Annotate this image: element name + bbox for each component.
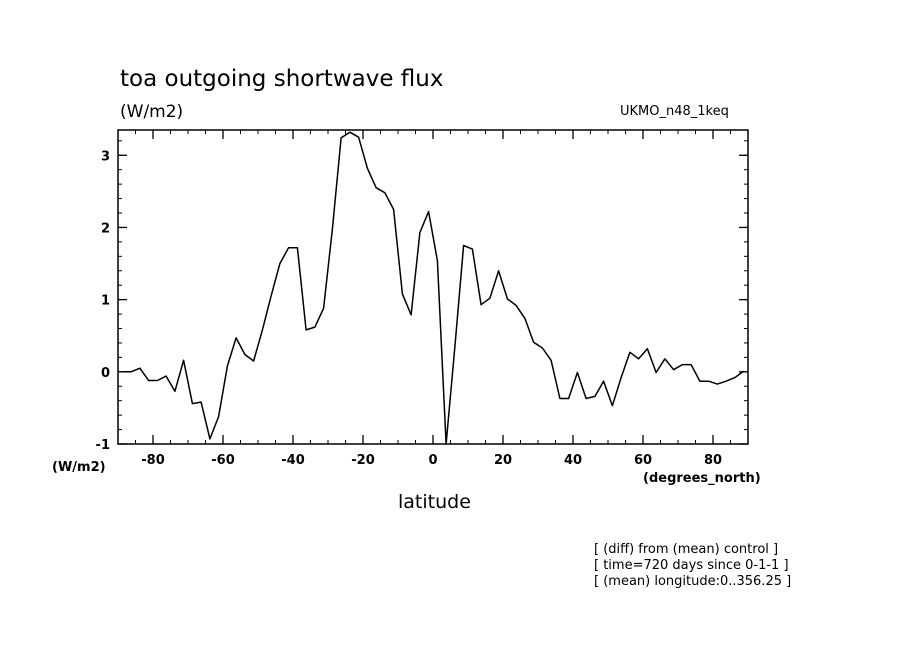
y-tick-label: 1 xyxy=(101,294,110,309)
note-line: [ time=720 days since 0-1-1 ] xyxy=(594,558,789,573)
x-tick-label: -40 xyxy=(281,453,305,468)
y-tick-label: -1 xyxy=(96,438,110,453)
x-axis-label: latitude xyxy=(398,491,471,513)
x-tick-label: -20 xyxy=(351,453,375,468)
note-line: [ (diff) from (mean) control ] xyxy=(594,542,779,557)
y-tick-label: 2 xyxy=(101,221,110,236)
chart-units: (W/m2) xyxy=(120,102,184,122)
x-tick-label: -80 xyxy=(141,453,165,468)
x-tick-label: 20 xyxy=(494,453,512,468)
x-units-label: (degrees_north) xyxy=(643,471,761,486)
y-tick-labels: -1 0 1 2 3 xyxy=(96,149,110,453)
minor-ticks xyxy=(117,130,749,445)
x-tick-labels: -80 -60 -40 -20 0 20 40 60 80 xyxy=(141,453,722,468)
major-ticks xyxy=(118,130,748,445)
x-tick-label: 60 xyxy=(634,453,652,468)
x-tick-label: 0 xyxy=(428,453,437,468)
y-units-label: (W/m2) xyxy=(52,460,106,475)
x-tick-label: 80 xyxy=(704,453,722,468)
x-tick-label: -60 xyxy=(211,453,235,468)
plot-frame xyxy=(117,129,749,445)
note-line: [ (mean) longitude:0..356.25 ] xyxy=(594,574,792,589)
annotation-notes: [ (diff) from (mean) control ] [ time=72… xyxy=(594,542,791,590)
y-tick-label: 0 xyxy=(101,366,110,381)
y-tick-label: 3 xyxy=(101,149,110,164)
series-line xyxy=(122,131,745,445)
model-name: UKMO_n48_1keq xyxy=(620,104,729,119)
x-tick-label: 40 xyxy=(564,453,582,468)
chart-title: toa outgoing shortwave flux xyxy=(120,66,444,92)
